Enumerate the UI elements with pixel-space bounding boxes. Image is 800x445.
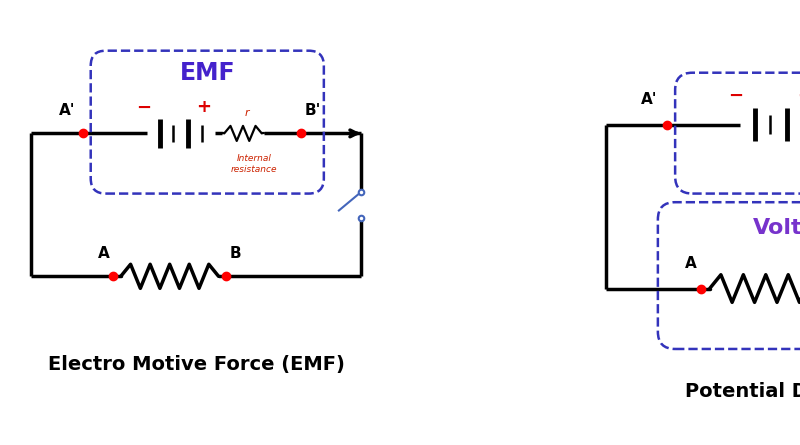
- Text: r: r: [245, 109, 249, 118]
- Text: +: +: [196, 98, 211, 117]
- Text: A: A: [685, 256, 697, 271]
- Text: B: B: [230, 246, 242, 261]
- Text: EMF: EMF: [179, 61, 235, 85]
- Text: A: A: [98, 246, 110, 261]
- Text: +: +: [797, 87, 800, 105]
- Text: A': A': [59, 103, 76, 118]
- Text: B': B': [305, 103, 322, 118]
- Text: Potential Difference: Potential Difference: [685, 382, 800, 401]
- Text: A': A': [642, 92, 658, 107]
- Text: −: −: [728, 87, 743, 105]
- Text: −: −: [136, 98, 151, 117]
- Text: Internal
resistance: Internal resistance: [231, 154, 278, 174]
- Text: Electro Motive Force (EMF): Electro Motive Force (EMF): [47, 355, 345, 374]
- Text: Voltage: Voltage: [753, 218, 800, 238]
